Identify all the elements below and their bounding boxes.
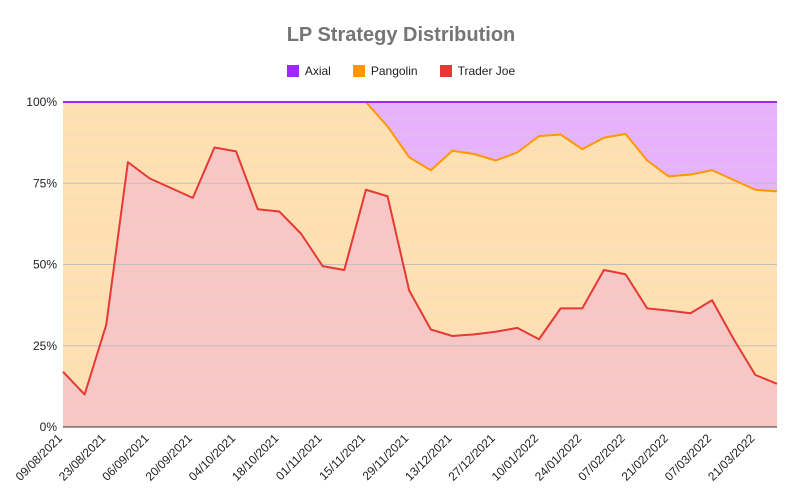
x-tick-label: 18/10/2021 [229, 431, 282, 484]
legend-swatch [439, 65, 452, 77]
y-tick-label: 75% [33, 176, 57, 190]
legend-item: Trader Joe [439, 64, 516, 78]
line-trader-joe [62, 146, 778, 396]
y-tick-label: 0% [40, 420, 58, 434]
chart-legend: Axial Pangolin Trader Joe [0, 64, 802, 78]
y-tick-label: 100% [26, 95, 57, 109]
legend-item: Axial [286, 64, 331, 78]
x-tick-label: 21/03/2022 [705, 431, 758, 484]
legend-label: Trader Joe [457, 64, 516, 78]
y-tick-label: 25% [33, 339, 57, 353]
y-tick-label: 50% [33, 258, 57, 272]
area-trader-joe [63, 147, 777, 427]
area-axial [63, 102, 777, 192]
chart-title: LP Strategy Distribution [286, 24, 516, 46]
legend-item: Pangolin [352, 64, 418, 78]
legend-swatch [352, 65, 365, 77]
legend-label: Pangolin [370, 64, 418, 78]
legend-swatch [286, 65, 299, 77]
legend-label: Axial [304, 64, 331, 78]
